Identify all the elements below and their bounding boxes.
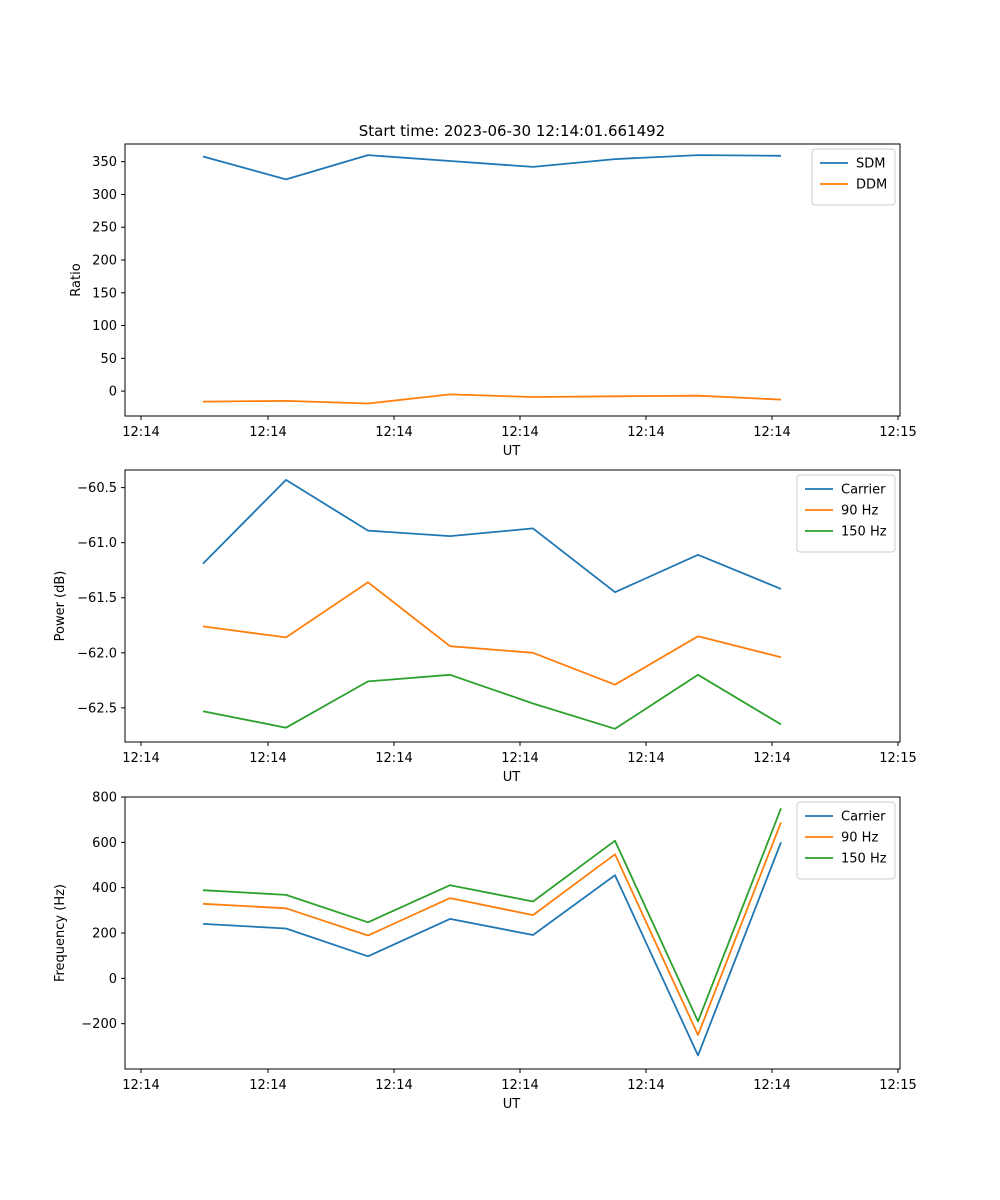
y-tick-label: 250 <box>92 221 117 236</box>
series-line-150-hz <box>202 807 782 1023</box>
series-line-90-hz <box>202 581 782 686</box>
x-tick-label: 12:14 <box>122 751 159 766</box>
y-tick-label: 200 <box>92 254 117 269</box>
x-tick-label: 12:15 <box>879 425 916 440</box>
y-tick-label: 150 <box>92 286 117 301</box>
power-panel: 12:14 12:14 12:14 12:14 12:14 12:14 12:15 UT −62… <box>53 469 917 785</box>
x-tick-label: 12:14 <box>249 425 286 440</box>
x-tick-label: 12:14 <box>122 1078 159 1093</box>
x-tick-label: 12:14 <box>753 1078 790 1093</box>
legend-label: 90 Hz <box>841 831 878 846</box>
series-line-150-hz <box>202 673 782 730</box>
y-tick-label: 0 <box>109 385 117 400</box>
series-line-90-hz <box>202 822 782 1036</box>
axes-frame <box>124 469 901 743</box>
y-tick-label: −62.0 <box>77 646 117 661</box>
series-line-carrier <box>202 841 782 1057</box>
y-tick-label: −62.5 <box>77 701 117 716</box>
axes-frame <box>124 143 901 417</box>
legend-label: 150 Hz <box>841 852 887 867</box>
legend-label: SDM <box>856 157 885 172</box>
legend-box <box>796 474 896 553</box>
y-tick-label: 100 <box>92 319 117 334</box>
y-tick-label: −200 <box>81 1017 117 1032</box>
y-tick-label: −61.0 <box>77 536 117 551</box>
legend-label: 150 Hz <box>841 525 887 540</box>
x-tick-label: 12:14 <box>501 425 538 440</box>
x-tick-label: 12:14 <box>501 751 538 766</box>
x-axis-label: UT <box>503 770 521 785</box>
y-axis-label: Frequency (Hz) <box>53 884 68 982</box>
x-axis-label: UT <box>503 444 521 459</box>
series-line-ddm <box>202 393 782 405</box>
legend-box <box>796 801 896 880</box>
figure-title: Start time: 2023-06-30 12:14:01.661492 <box>359 122 665 140</box>
y-tick-label: 200 <box>92 927 117 942</box>
x-tick-label: 12:14 <box>501 1078 538 1093</box>
y-axis-label: Ratio <box>69 263 84 296</box>
x-tick-label: 12:14 <box>122 425 159 440</box>
x-tick-label: 12:15 <box>879 751 916 766</box>
y-tick-label: 600 <box>92 836 117 851</box>
y-tick-label: −61.5 <box>77 591 117 606</box>
y-tick-label: 400 <box>92 881 117 896</box>
y-tick-label: 0 <box>109 972 117 987</box>
x-tick-label: 12:14 <box>627 751 664 766</box>
series-line-carrier <box>202 478 782 594</box>
x-axis-label: UT <box>503 1097 521 1112</box>
legend-label: Carrier <box>841 483 886 498</box>
y-tick-label: 50 <box>100 352 117 367</box>
y-tick-label: −60.5 <box>77 481 117 496</box>
x-tick-label: 12:15 <box>879 1078 916 1093</box>
ratio-panel: 12:14 12:14 12:14 12:14 12:14 12:14 12:15 UT 0 50… <box>69 143 917 459</box>
x-tick-label: 12:14 <box>375 1078 412 1093</box>
y-tick-label: 350 <box>92 155 117 170</box>
x-tick-label: 12:14 <box>627 425 664 440</box>
x-tick-label: 12:14 <box>249 1078 286 1093</box>
x-tick-label: 12:14 <box>375 425 412 440</box>
y-tick-label: 300 <box>92 188 117 203</box>
y-axis-label: Power (dB) <box>53 571 68 642</box>
y-tick-label: 800 <box>92 791 117 806</box>
legend-label: Carrier <box>841 810 886 825</box>
x-tick-label: 12:14 <box>753 425 790 440</box>
x-tick-label: 12:14 <box>627 1078 664 1093</box>
x-tick-label: 12:14 <box>375 751 412 766</box>
legend-label: 90 Hz <box>841 504 878 519</box>
legend-label: DDM <box>856 178 887 193</box>
frequency-panel: 12:14 12:14 12:14 12:14 12:14 12:14 12:15 UT −20… <box>53 791 917 1113</box>
x-tick-label: 12:14 <box>249 751 286 766</box>
x-tick-label: 12:14 <box>753 751 790 766</box>
series-line-sdm <box>202 154 782 181</box>
